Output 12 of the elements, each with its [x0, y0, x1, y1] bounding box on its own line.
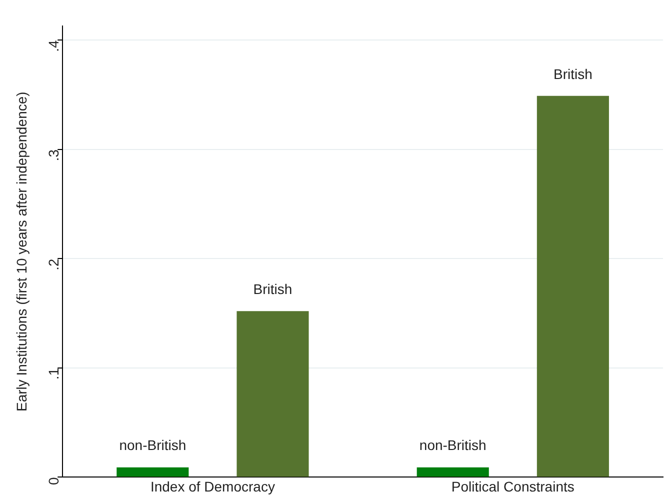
x-tick-label: Political Constraints — [451, 478, 574, 494]
y-tick-label: .1 — [45, 368, 62, 380]
series-label: British — [253, 281, 292, 297]
y-tick-label: .2 — [45, 258, 62, 270]
text: non-British — [419, 437, 486, 454]
x-tick-label: Index of Democracy — [150, 478, 275, 494]
series-label: non-British — [119, 437, 186, 454]
y-tick-label: .3 — [45, 149, 62, 162]
y-tick-label: .4 — [45, 40, 62, 52]
text: British — [553, 66, 592, 82]
y-axis-title: Early Institutions (first 10 years after independence) — [13, 92, 30, 412]
y-tick-label: 0 — [45, 476, 62, 485]
